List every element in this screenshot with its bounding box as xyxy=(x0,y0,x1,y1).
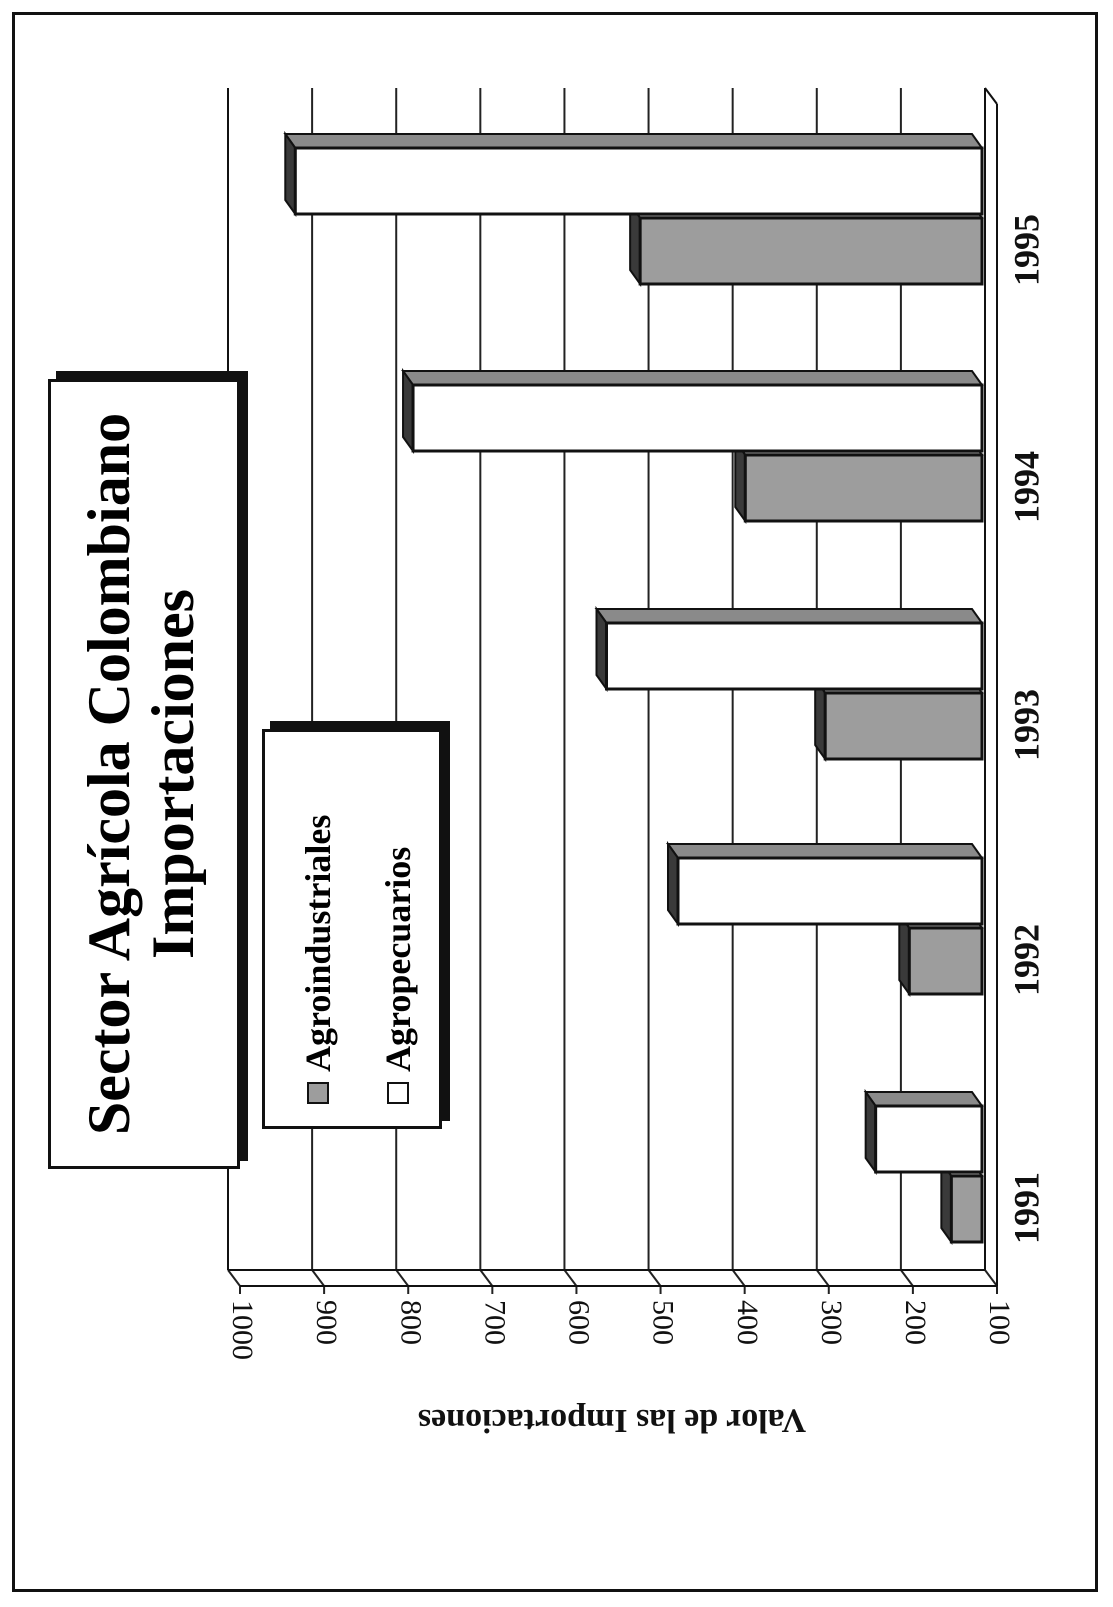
y-axis-title: Valor de las Importaciones xyxy=(418,1402,806,1439)
gridline-depth xyxy=(227,1269,241,1287)
chart-title: Sector Agrícola Colombiano xyxy=(76,412,142,1136)
chart-subtitle: Importaciones xyxy=(140,589,206,959)
legend-item-agroindustriales: Agroindustriales xyxy=(293,815,343,1104)
legend-label: Agropecuarios xyxy=(378,846,418,1072)
bar-agroindustriales xyxy=(638,216,984,286)
legend-swatch-white xyxy=(387,1082,409,1104)
y-tick-label: 900 xyxy=(310,1300,343,1345)
gridline-depth xyxy=(984,1269,998,1287)
y-tick-label: 1000 xyxy=(226,1300,259,1360)
bar-agropecuarios xyxy=(676,856,984,926)
y-tick-label: 200 xyxy=(899,1300,932,1345)
bar-agropecuarios xyxy=(605,621,984,691)
chart-frame xyxy=(12,12,1098,1592)
y-tick-label: 300 xyxy=(815,1300,848,1345)
y-tick-label: 600 xyxy=(563,1300,596,1345)
bar-agroindustriales xyxy=(823,691,984,761)
category-label: 1994 xyxy=(1006,451,1046,523)
y-tick-label: 500 xyxy=(647,1300,680,1345)
category-label: 1992 xyxy=(1006,924,1046,996)
side-wall-top xyxy=(984,87,998,105)
legend: Agroindustriales Agropecuarios xyxy=(262,729,442,1129)
gridline-depth xyxy=(479,1269,494,1287)
gridline-depth xyxy=(731,1269,746,1287)
bar-agroindustriales xyxy=(907,926,984,996)
gridline-depth xyxy=(563,1269,578,1287)
category-label: 1995 xyxy=(1006,214,1046,286)
bar-agropecuarios xyxy=(874,1104,984,1174)
category-label: 1993 xyxy=(1006,689,1046,761)
legend-swatch-gray xyxy=(307,1082,329,1104)
y-tick-label: 700 xyxy=(478,1300,511,1345)
gridline-depth xyxy=(900,1269,914,1287)
bar-agroindustriales xyxy=(949,1174,984,1244)
y-tick-label: 800 xyxy=(394,1300,427,1345)
gridline-depth xyxy=(815,1269,830,1287)
y-tick-label: 400 xyxy=(731,1300,764,1345)
legend-label: Agroindustriales xyxy=(298,814,338,1072)
category-label: 1991 xyxy=(1006,1172,1046,1244)
chart-title-box: Sector Agrícola Colombiano Importaciones xyxy=(48,379,240,1169)
legend-item-agropecuarios: Agropecuarios xyxy=(373,847,423,1104)
gridline-depth xyxy=(395,1269,410,1287)
bar-agroindustriales xyxy=(743,453,984,523)
gridline-depth xyxy=(647,1269,662,1287)
gridline-depth xyxy=(311,1269,325,1287)
bar-agropecuarios xyxy=(411,383,984,453)
y-tick-label: 100 xyxy=(983,1300,1016,1345)
bar-agropecuarios xyxy=(293,146,984,216)
